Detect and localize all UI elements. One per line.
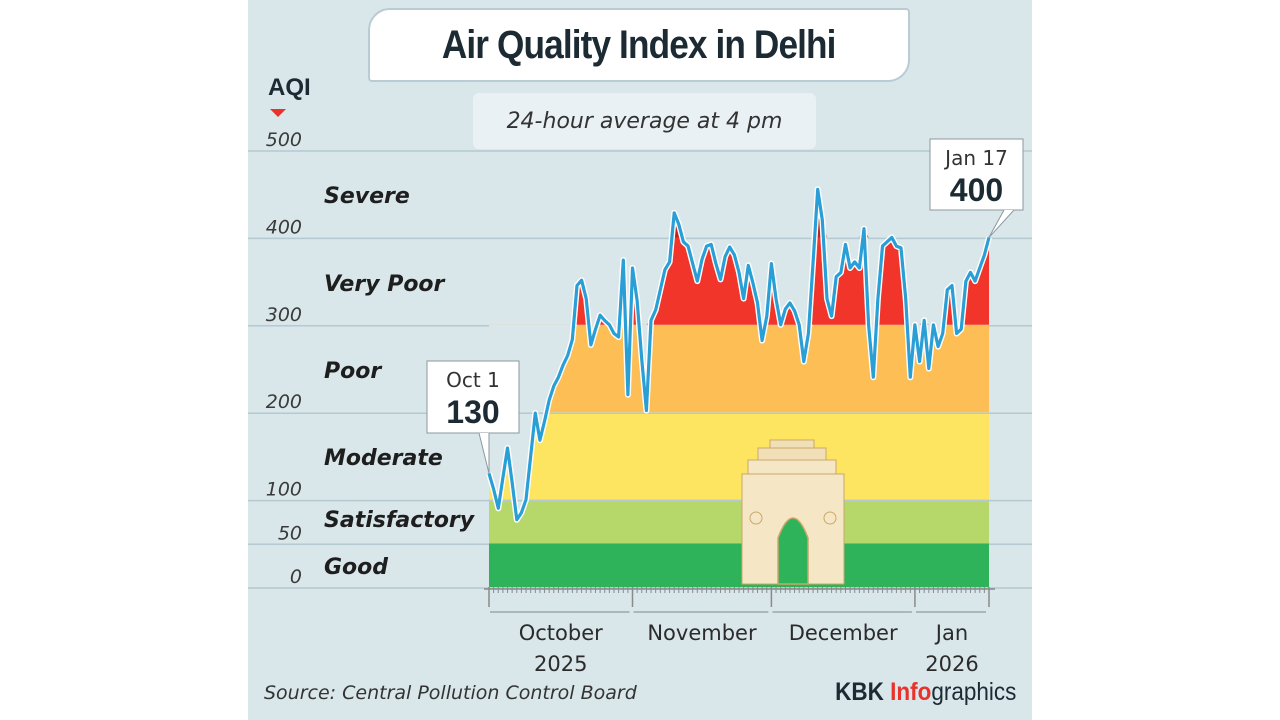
chart-title: Air Quality Index in Delhi (442, 22, 837, 67)
gate-medallion (823, 511, 837, 525)
band-good (489, 543, 989, 587)
series-line (486, 186, 992, 523)
unfilled-area (489, 324, 989, 520)
month-label: October (519, 621, 603, 645)
y-tick-label: 0 (290, 566, 302, 588)
annotation-date: Jan 17 (943, 146, 1008, 170)
month-label: December (789, 621, 898, 645)
annotation-value: 400 (950, 172, 1003, 208)
aqi-bands (489, 324, 989, 587)
y-tick-label: 50 (278, 522, 302, 544)
y-tick-label: 400 (266, 216, 302, 238)
year-label: 2025 (534, 652, 587, 676)
callout-box (929, 138, 1024, 211)
gate-dome (769, 439, 815, 449)
above-300-fill (489, 189, 989, 325)
category-label: Good (324, 555, 388, 580)
very-poor-area (489, 189, 989, 325)
gate-attic (757, 447, 827, 461)
severe-area (489, 189, 989, 238)
annotation-date: Oct 1 (446, 368, 500, 392)
y-axis-title: AQI (268, 74, 311, 101)
month-label: Jan (934, 621, 968, 645)
callout-box (426, 360, 520, 434)
callout-pointer (478, 432, 490, 474)
gate-arch (777, 517, 809, 585)
series-line-aqi (487, 187, 991, 522)
band-moderate (489, 412, 989, 500)
credit-prefix: KBK (834, 678, 890, 706)
gate-cornice (747, 459, 837, 475)
y-tick-labels: 0 50 100 200 300 400 500 (266, 129, 302, 588)
source-note: Source: Central Pollution Control Board (264, 682, 637, 704)
callout-pointer (988, 209, 1015, 238)
credit-suffix: graphics (930, 678, 1016, 706)
year-label: 2026 (925, 652, 978, 676)
y-tick-label: 100 (266, 479, 302, 501)
above-line-mask (489, 324, 989, 520)
category-label: Very Poor (324, 272, 446, 297)
title-box: Air Quality Index in Delhi (368, 8, 910, 82)
x-axis: October 2025 November December Jan 2026 (484, 587, 995, 676)
credit-logo: KBK Infographics (835, 678, 1016, 707)
y-tick-label: 300 (266, 304, 302, 326)
annotation-value: 130 (446, 394, 499, 430)
month-label: November (647, 621, 757, 645)
gate-medallion (749, 511, 763, 525)
y-tick-label: 200 (266, 391, 302, 413)
credit-highlight: Info (889, 678, 931, 706)
category-label: Moderate (324, 446, 443, 471)
subtitle-box: 24-hour average at 4 pm (473, 93, 816, 149)
band-satisfactory (489, 499, 989, 544)
chart-subtitle: 24-hour average at 4 pm (506, 108, 783, 134)
triangle-down-icon (270, 109, 286, 117)
category-label: Severe (324, 184, 410, 209)
category-label: Satisfactory (324, 508, 476, 533)
india-gate-illustration (741, 439, 845, 585)
y-tick-label: 500 (266, 129, 302, 151)
category-labels: Good Satisfactory Moderate Poor Very Poor Sev… (324, 184, 476, 580)
category-label: Poor (324, 359, 382, 384)
